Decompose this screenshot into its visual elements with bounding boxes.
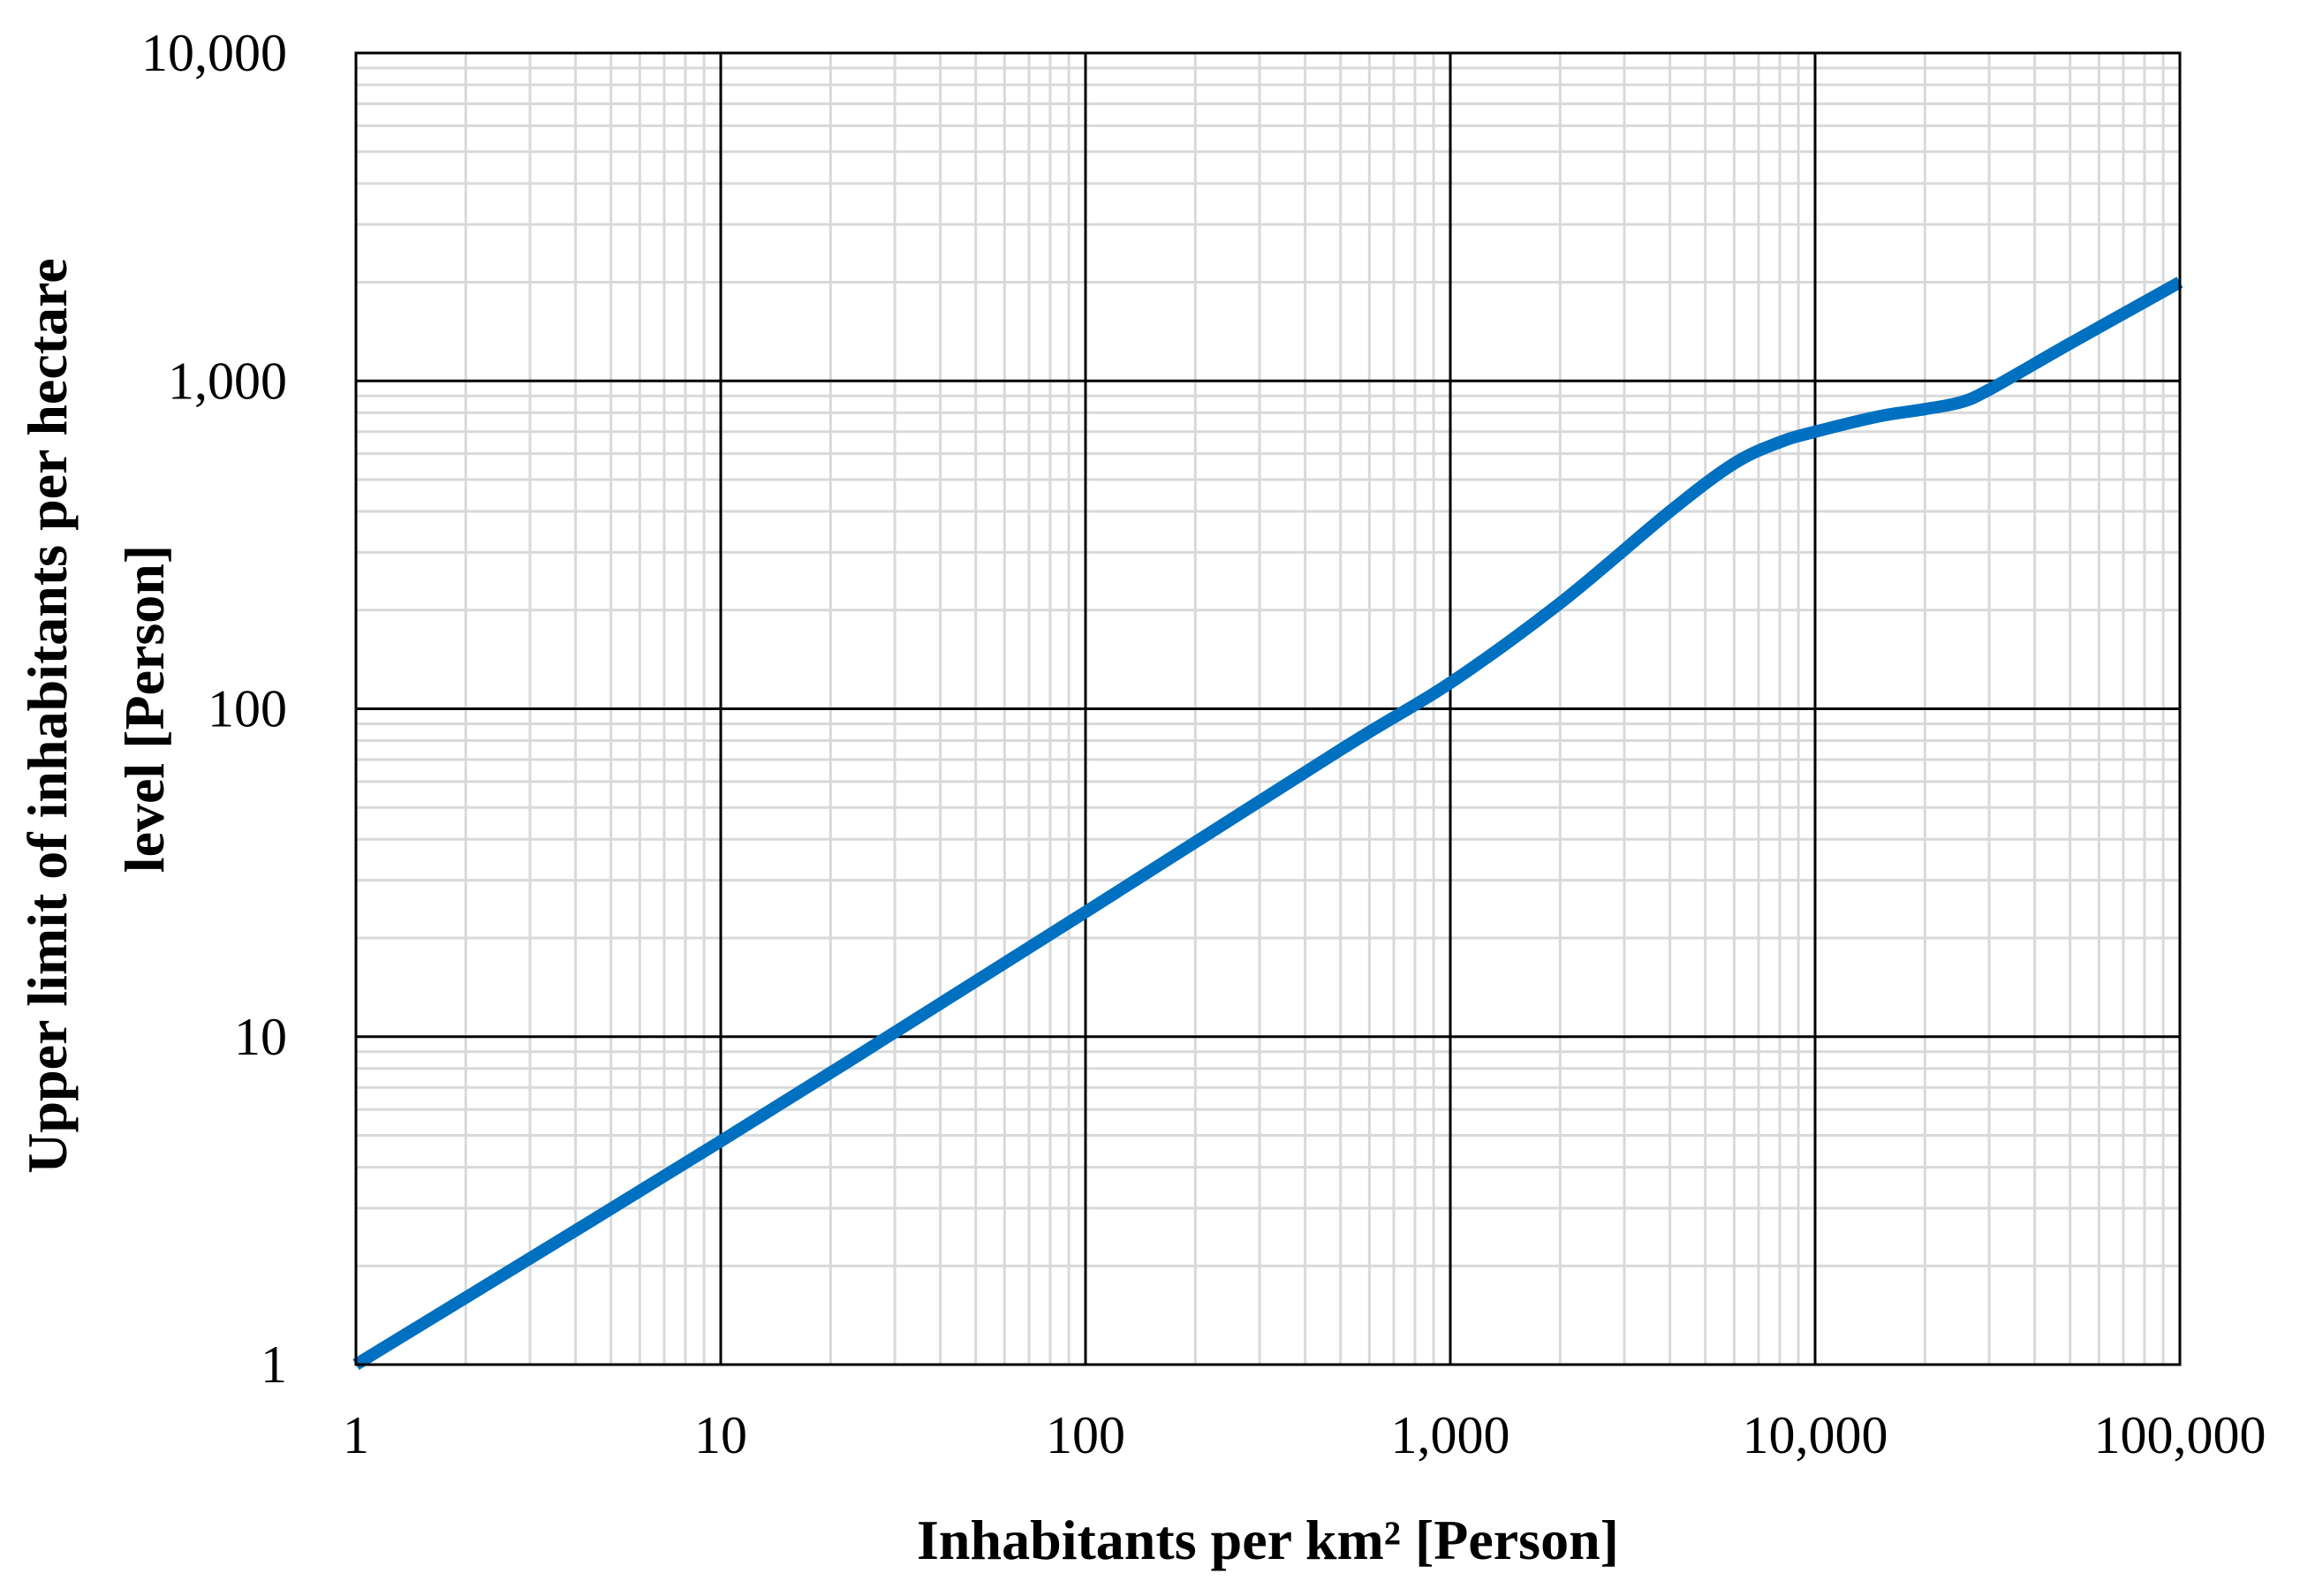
x-tick-label: 10 — [694, 1406, 747, 1464]
y-axis-title-line-1: Upper limit of inhabitants per hectare — [16, 258, 79, 1173]
x-tick-label: 10,000 — [1743, 1406, 1888, 1464]
x-tick-label: 1 — [343, 1406, 369, 1464]
plot-frame — [354, 51, 2182, 1366]
x-axis-title: Inhabitants per km² [Person] — [917, 1509, 1619, 1571]
x-tick-label: 100,000 — [2094, 1406, 2266, 1464]
y-axis-title: Upper limit of inhabitants per hectare l… — [16, 244, 176, 1173]
y-axis-title-line-2: level [Person] — [113, 545, 176, 873]
y-tick-label: 10,000 — [141, 24, 287, 82]
series-layer — [352, 276, 2183, 1370]
y-tick-labels: 1 10 100 1,000 10,000 — [141, 24, 287, 1394]
x-tick-labels: 1 10 100 1,000 10,000 100,000 — [343, 1406, 2266, 1464]
series-line — [352, 276, 2183, 1370]
y-tick-label: 100 — [208, 680, 287, 738]
y-tick-label: 10 — [234, 1008, 287, 1066]
x-tick-label: 100 — [1046, 1406, 1125, 1464]
y-tick-label: 1,000 — [168, 352, 287, 410]
y-tick-label: 1 — [261, 1335, 287, 1394]
x-tick-label: 1,000 — [1391, 1406, 1510, 1464]
